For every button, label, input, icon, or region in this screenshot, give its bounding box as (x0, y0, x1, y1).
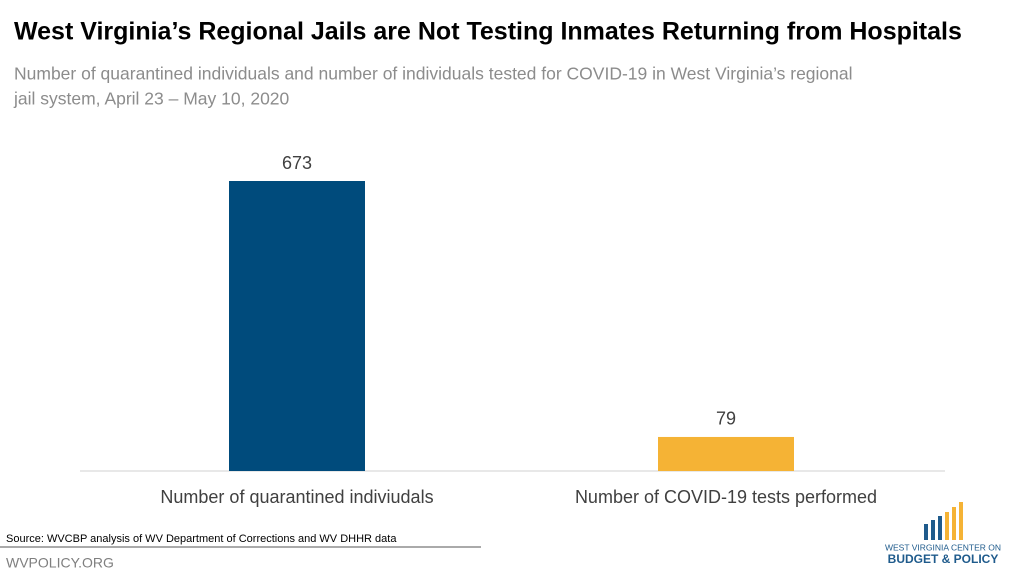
x-tick-label: Number of quarantined indiviudals (160, 487, 433, 507)
chart-title: West Virginia’s Regional Jails are Not T… (14, 18, 962, 46)
source: Source: WVCBP analysis of WV Department … (6, 533, 397, 545)
bar (229, 181, 365, 471)
value-label: 79 (716, 409, 736, 429)
logo-text: WEST VIRGINIA CENTER ON (885, 542, 1001, 552)
bar (658, 436, 794, 471)
value-label: 673 (282, 153, 312, 173)
logo-text: BUDGET & POLICY (888, 552, 999, 566)
chart-subtitle: jail system, April 23 – May 10, 2020 (13, 89, 290, 109)
footer-site: WVPOLICY.ORG (6, 555, 114, 571)
x-tick-label: Number of COVID-19 tests performed (575, 487, 877, 507)
logo-mark (924, 502, 963, 540)
chart-subtitle: Number of quarantined individuals and nu… (14, 64, 853, 84)
